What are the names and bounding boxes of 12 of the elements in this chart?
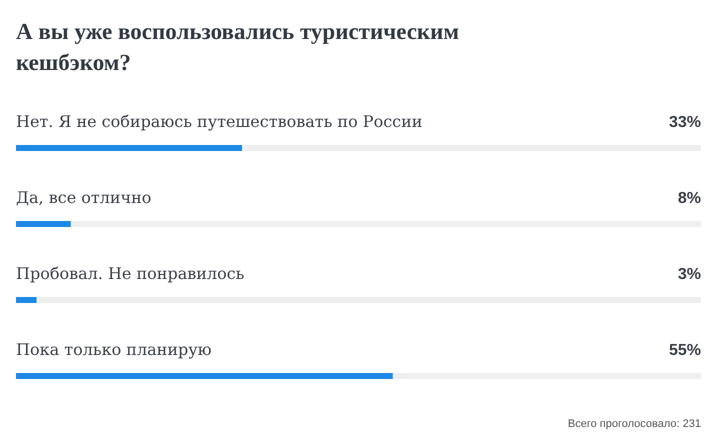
data-label: 55%: [668, 342, 701, 359]
y-tick-label: Пробовал. Не понравилось: [16, 264, 245, 283]
y-tick-label: Нет. Я не собираюсь путешествовать по России: [16, 112, 422, 131]
chart-title: А вы уже воспользовались туристическим кешбэком?: [16, 19, 460, 75]
data-label: 33%: [668, 114, 701, 131]
text: Всего проголосовало: 231: [568, 418, 701, 430]
data-label: 8%: [678, 190, 701, 207]
bar: [16, 297, 37, 303]
y-tick-label: Да, все отлично: [16, 188, 152, 207]
y-tick-label: Пока только планирую: [16, 340, 212, 359]
data-label: 3%: [678, 266, 701, 283]
bar: [16, 221, 71, 227]
